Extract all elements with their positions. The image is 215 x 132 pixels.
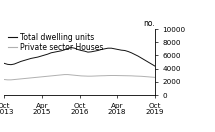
Text: no.: no. xyxy=(143,19,155,28)
Legend: Total dwelling units, Private sector Houses: Total dwelling units, Private sector Hou… xyxy=(8,33,103,52)
